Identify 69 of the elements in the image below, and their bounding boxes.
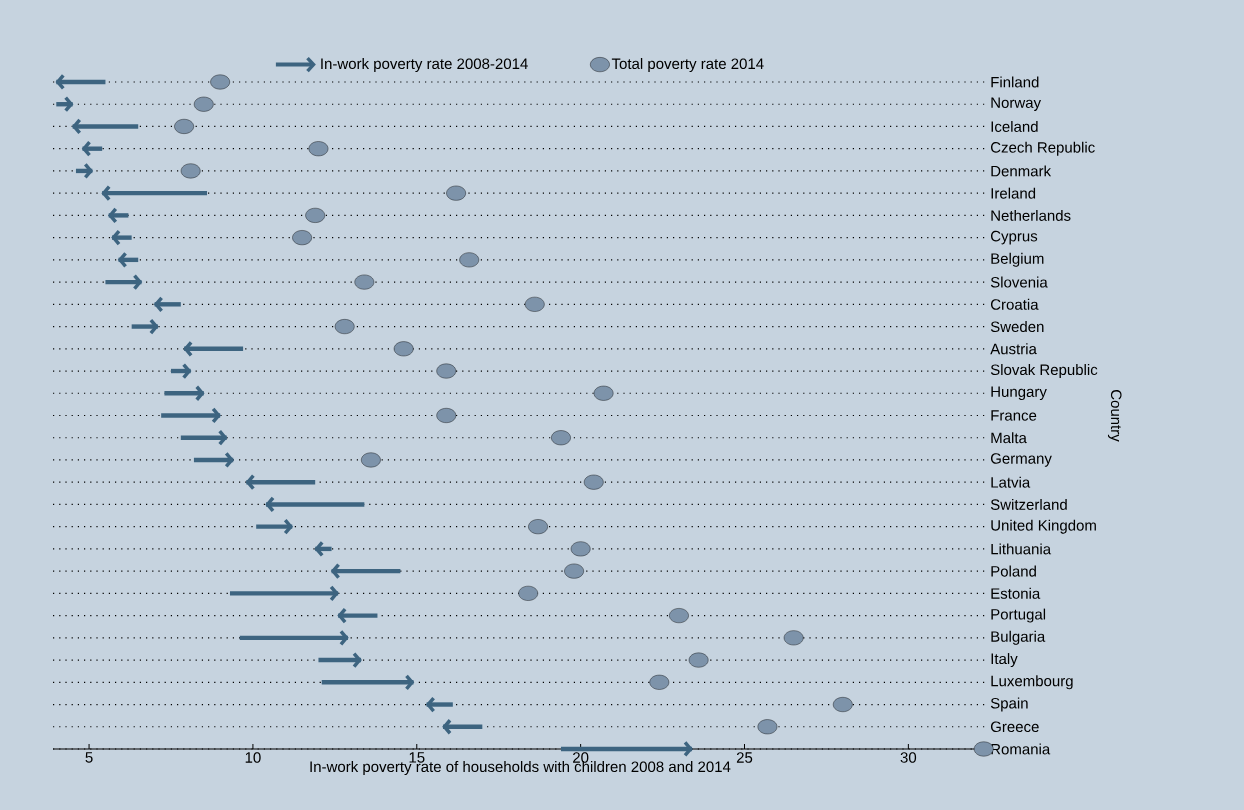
x-tick-label: 15 bbox=[409, 752, 425, 763]
y-tick-label: Switzerland bbox=[990, 498, 1067, 510]
y-tick-label: Austria bbox=[990, 343, 1037, 355]
y-tick-label: Lithuania bbox=[991, 543, 1052, 555]
y-tick-label: Croatia bbox=[990, 298, 1039, 310]
y-axis-title: Country bbox=[1107, 390, 1122, 442]
y-tick-label: Greece bbox=[990, 721, 1039, 733]
y-tick-label: United Kingdom bbox=[991, 519, 1096, 534]
y-tick-label: Slovenia bbox=[990, 276, 1048, 288]
y-tick-label: Denmark bbox=[991, 165, 1052, 177]
point bbox=[446, 185, 466, 201]
y-tick-label: Luxembourg bbox=[991, 675, 1073, 690]
y-tick-label: Iceland bbox=[991, 120, 1038, 132]
point bbox=[436, 408, 457, 423]
y-tick-label: Bulgaria bbox=[991, 630, 1046, 645]
y-tick-label: Spain bbox=[990, 697, 1028, 712]
y-tick-label: Malta bbox=[991, 432, 1027, 444]
y-tick-label: Poland bbox=[991, 565, 1036, 577]
point bbox=[570, 541, 591, 557]
y-tick-label: Slovak Republic bbox=[990, 364, 1098, 379]
legend-label: Total poverty rate 2014 bbox=[611, 58, 764, 72]
y-tick-label: Belgium bbox=[991, 252, 1044, 267]
y-tick-label: France bbox=[991, 410, 1037, 421]
point bbox=[564, 563, 584, 579]
y-tick-label: Finland bbox=[991, 76, 1039, 88]
x-tick-label: 30 bbox=[900, 752, 917, 763]
point bbox=[528, 519, 548, 535]
point bbox=[783, 630, 804, 646]
point bbox=[210, 74, 230, 90]
y-tick-label: Norway bbox=[991, 97, 1042, 111]
point bbox=[593, 385, 614, 401]
point bbox=[524, 296, 545, 312]
y-tick-label: Netherlands bbox=[991, 209, 1071, 221]
y-tick-label: Estonia bbox=[991, 587, 1041, 599]
point bbox=[361, 452, 381, 468]
y-tick-label: Italy bbox=[991, 653, 1018, 668]
point bbox=[308, 141, 329, 157]
point bbox=[292, 230, 312, 246]
point bbox=[688, 652, 709, 668]
point bbox=[193, 96, 214, 112]
point bbox=[518, 585, 538, 601]
point bbox=[649, 674, 670, 690]
y-tick-label: Ireland bbox=[991, 187, 1036, 199]
point bbox=[174, 119, 194, 134]
point bbox=[436, 363, 457, 379]
x-tick-label: 10 bbox=[245, 752, 261, 763]
point bbox=[459, 252, 480, 268]
point bbox=[669, 608, 689, 623]
y-tick-label: Sweden bbox=[990, 321, 1044, 333]
y-tick-label: Romania bbox=[991, 743, 1051, 755]
legend-label: In-work poverty rate 2008-2014 bbox=[321, 58, 528, 72]
point bbox=[583, 474, 604, 490]
y-tick-label: Germany bbox=[990, 453, 1052, 467]
point bbox=[180, 163, 201, 179]
point bbox=[305, 208, 325, 223]
y-tick-label: Portugal bbox=[991, 608, 1046, 623]
y-tick-label: Latvia bbox=[991, 476, 1031, 488]
y-tick-label: Hungary bbox=[991, 386, 1047, 400]
point bbox=[334, 319, 355, 334]
x-tick-label: 25 bbox=[736, 752, 753, 763]
point bbox=[393, 341, 414, 357]
y-tick-label: Czech Republic bbox=[990, 141, 1095, 156]
point bbox=[833, 697, 853, 712]
y-tick-label: Cyprus bbox=[990, 230, 1038, 245]
x-tick-label: 20 bbox=[573, 752, 589, 763]
point bbox=[354, 274, 375, 290]
point bbox=[757, 719, 778, 735]
x-tick-label: 5 bbox=[85, 752, 93, 763]
point bbox=[551, 430, 571, 446]
